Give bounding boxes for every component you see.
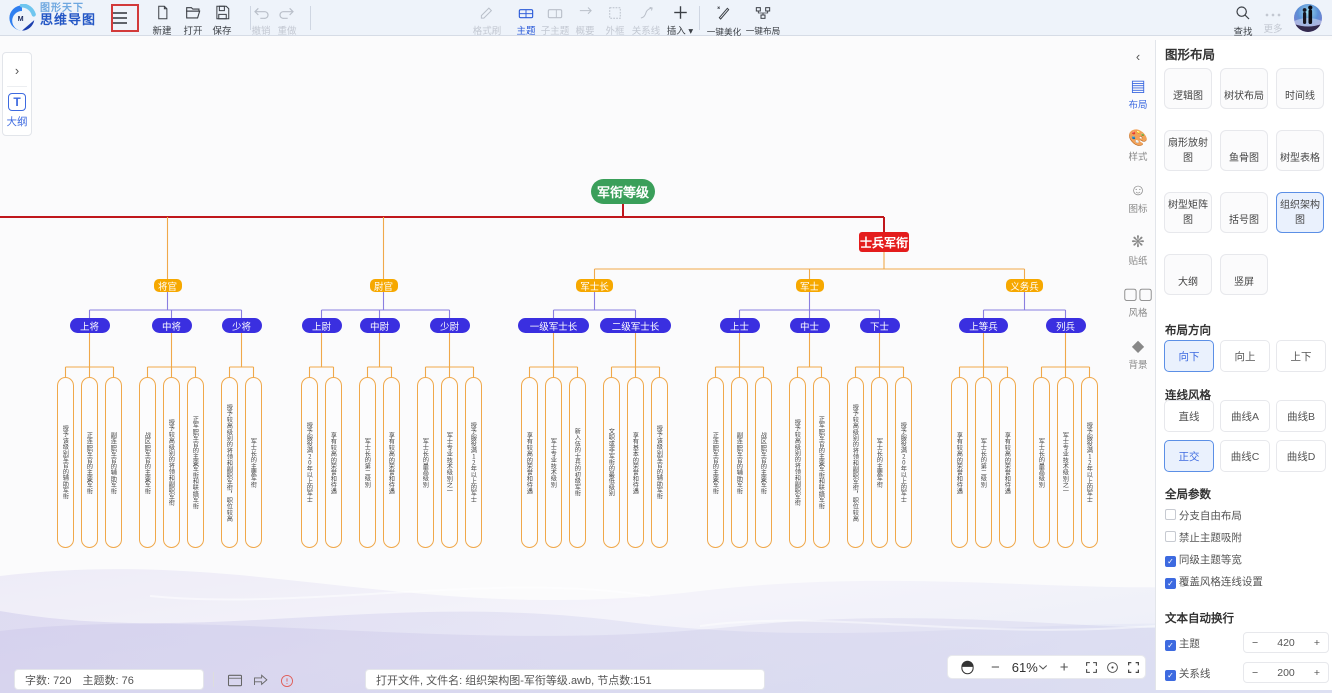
svg-text:M: M — [18, 16, 24, 23]
